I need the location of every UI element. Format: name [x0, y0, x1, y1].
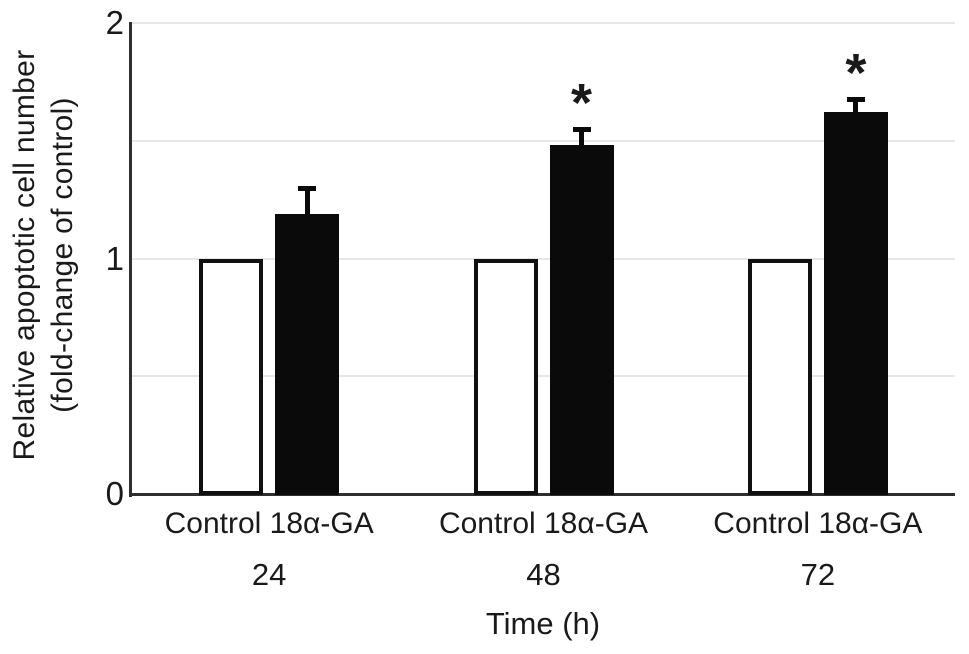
x-axis-title: Time (h) — [485, 606, 601, 641]
y-axis-line — [129, 22, 132, 497]
y-axis-title-line1: Relative apoptotic cell number — [8, 49, 41, 461]
bar-treatment-24h — [275, 213, 340, 495]
x-axis-line — [129, 493, 955, 496]
bar-control-48h — [473, 258, 538, 495]
group-tick-label: Control 18α-GA — [713, 507, 923, 540]
y-tick-label: 2 — [105, 4, 124, 41]
error-bar-cap — [572, 127, 591, 133]
error-bar-stem — [304, 190, 310, 222]
error-bar-cap — [298, 186, 317, 192]
bar-treatment-48h — [549, 145, 614, 495]
bar-treatment-72h — [823, 112, 888, 495]
time-tick-label: 72 — [800, 557, 836, 592]
gridline — [132, 257, 955, 260]
group-tick-label: Control 18α-GA — [164, 507, 374, 540]
gridline — [132, 22, 955, 24]
error-bar-cap — [846, 96, 865, 102]
y-tick-label: 1 — [105, 239, 124, 277]
time-tick-label: 24 — [251, 557, 287, 592]
error-bar-stem — [853, 100, 859, 121]
gridline — [132, 375, 955, 378]
group-tick-label: Control 18α-GA — [438, 507, 649, 540]
gridline — [132, 139, 955, 142]
significance-asterisk: * — [570, 73, 592, 134]
bar-control-72h — [747, 258, 812, 495]
y-tick-label: 0 — [105, 475, 124, 512]
time-tick-label: 48 — [526, 557, 561, 592]
bar-control-24h — [199, 258, 264, 495]
significance-asterisk: * — [845, 42, 867, 103]
error-bar-stem — [579, 131, 584, 154]
